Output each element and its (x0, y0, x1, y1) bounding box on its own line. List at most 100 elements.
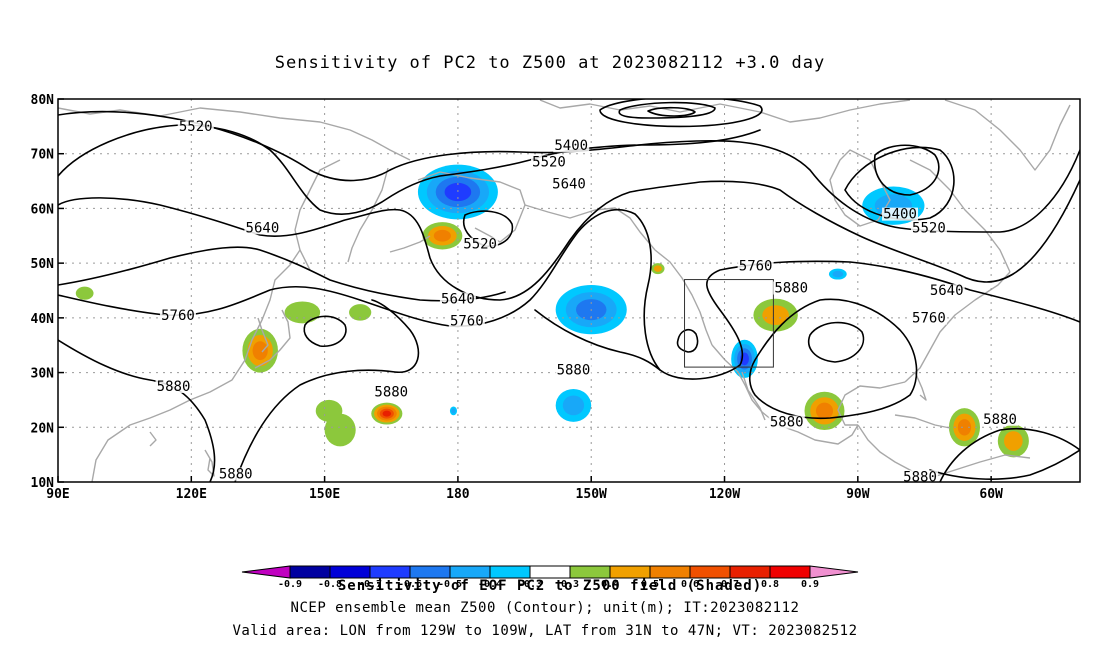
valid-area-box (684, 279, 774, 368)
colorbar-label: 0.3 (561, 579, 579, 590)
contour-5400-pole-core (647, 106, 696, 117)
colorbar-swatch (489, 565, 531, 579)
colorbar: -0.9 -0.8 -0.7 -0.6 -0.5 -0.4 -0.3 0.3 0.4 0.5 0.6… (241, 565, 859, 590)
contour-label: 5640 (930, 283, 964, 299)
contour-5400-pole-inner (618, 101, 716, 119)
colorbar-swatch (689, 565, 731, 579)
sensitivity-blob (957, 419, 972, 436)
coastline-cuba (894, 414, 951, 429)
coastline-philippines (204, 449, 215, 477)
contour-label: 5520 (532, 155, 566, 171)
contour-label-bg (737, 259, 774, 273)
contour-labels: 5520540055205640540056405520552057605880… (155, 119, 1019, 485)
colorbar-label: 0.4 (601, 579, 619, 590)
sensitivity-blob (382, 410, 392, 417)
contour-label: 5880 (157, 379, 191, 395)
sensitivity-blob (324, 413, 356, 447)
contour-label: 5880 (774, 281, 808, 297)
contour-label: 5760 (450, 313, 484, 329)
contour-label-bg (439, 292, 476, 306)
contour-label-bg (373, 385, 410, 399)
contour-label: 5640 (552, 177, 586, 193)
coastline-gulf-coast (837, 381, 906, 426)
colorbar-label: -0.6 (398, 579, 422, 590)
colorbar-label: -0.9 (278, 579, 302, 590)
colorbar-label: 0.6 (681, 579, 699, 590)
colorbar-swatch (409, 565, 451, 579)
contour-label-bg (462, 237, 499, 251)
contour-label-bg (773, 281, 810, 295)
contour-label: 5880 (770, 415, 804, 431)
contour-label: 5760 (161, 308, 195, 324)
colorbar-swatch (569, 565, 611, 579)
coastline-okhotsk (294, 159, 341, 271)
coastline-hainan (149, 431, 157, 447)
x-tick-label: 150W (576, 487, 607, 502)
contour-5520-west (58, 124, 761, 215)
sensitivity-blob (444, 182, 472, 202)
contour-label: 5400 (554, 138, 588, 154)
colorbar-label: -0.4 (478, 579, 502, 590)
contour-label-bg (982, 412, 1019, 426)
x-tick-label: 120W (709, 487, 740, 502)
contour-label-bg (910, 221, 947, 235)
contour-label-bg (551, 177, 587, 191)
contour-label-bg (155, 379, 192, 393)
coastline-kamchatka (347, 167, 389, 263)
y-tick-label: 10N (31, 476, 55, 491)
y-tick-label: 80N (31, 93, 55, 108)
colorbar-min-triangle (241, 565, 291, 579)
coastline-south-america (929, 454, 1031, 479)
colorbar-max-triangle (809, 565, 859, 579)
coastline-baja (741, 371, 766, 421)
colorbar-swatch (289, 565, 331, 579)
colorbar-label: -0.5 (438, 579, 462, 590)
colorbar-swatch (449, 565, 491, 579)
x-tick-label: 90W (846, 487, 870, 502)
sensitivity-blob (562, 395, 585, 416)
contour-5760-main (58, 208, 1080, 380)
contour-5880-east-ring (748, 298, 918, 420)
coastline-labrador (909, 159, 1011, 273)
sensitivity-blob (653, 265, 662, 272)
contour-label: 5880 (557, 363, 591, 379)
footer-line-2: Valid area: LON from 129W to 109W, LAT f… (232, 623, 857, 639)
contour-label-bg (910, 311, 947, 325)
contour-5400-hudson-outer (844, 146, 955, 221)
y-tick-label: 20N (31, 421, 55, 436)
colorbar-label: -0.3 (518, 579, 542, 590)
contour-label: 5880 (219, 467, 253, 483)
coastline-alaska-south (524, 204, 656, 251)
contour-5760-low (303, 315, 347, 348)
contour-label-bg (928, 284, 965, 298)
contour-label: 5520 (463, 237, 497, 253)
sensitivity-blob (315, 399, 343, 422)
coastline-japan (254, 309, 291, 369)
lat-lon-grid (58, 99, 1080, 482)
y-tick-label: 30N (31, 367, 55, 382)
contour-label: 5760 (912, 311, 946, 327)
contour-label: 5760 (739, 259, 773, 275)
contour-label: 5400 (883, 207, 917, 223)
sensitivity-blob (433, 229, 451, 242)
colorbar-label: -0.7 (358, 579, 382, 590)
contour-5520-bering (463, 210, 514, 248)
contour-5400-hudson-low (873, 144, 940, 196)
colorbar-swatch (769, 565, 811, 579)
contour-label-bg (531, 155, 568, 169)
y-tick-label: 40N (31, 312, 55, 327)
map-title: Sensitivity of PC2 to Z500 at 2023082112… (275, 53, 826, 73)
axis-tick-labels: 10N 20N 30N 40N 50N 60N 70N 80N 90E 120E 150E 180 15… (31, 93, 1004, 502)
x-tick-label: 60W (979, 487, 1003, 502)
contour-label-bg (553, 139, 590, 153)
coastline-florida (914, 371, 927, 401)
colorbar-swatch (609, 565, 651, 579)
colorbar-title: Sensitivity of EOF PC2 to Z500 field (Sh… (338, 578, 762, 594)
sensitivity-blob (451, 408, 456, 414)
colorbar-swatch (329, 565, 371, 579)
coastline-bc (654, 249, 713, 346)
contour-label: 5520 (179, 119, 213, 135)
colorbar-label: 0.9 (801, 579, 819, 590)
colorbar-swatch (529, 565, 571, 579)
contour-label: 5640 (246, 220, 280, 236)
